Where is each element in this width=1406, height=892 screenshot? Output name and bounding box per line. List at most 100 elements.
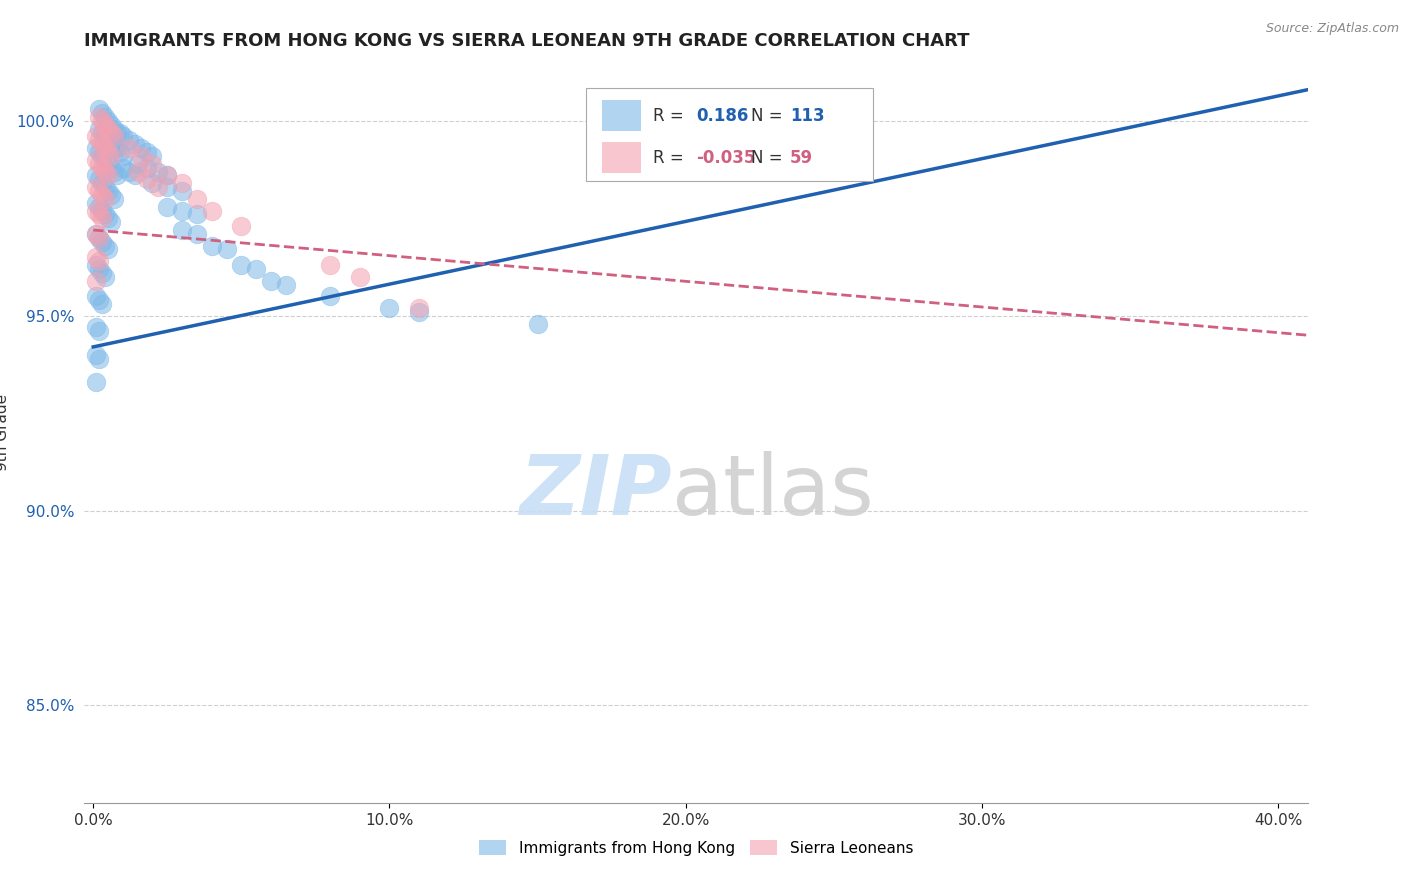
Point [186,207,208,221]
Point [94,153,117,167]
Point [186,227,208,241]
Text: R =: R = [654,150,689,168]
Point [84,129,107,144]
Point [108,126,131,140]
Point [100,137,122,152]
Point [148,180,170,194]
Point [105,126,128,140]
Point [84,227,107,241]
Point [135,161,157,175]
Point [89,184,111,198]
Point [94,180,117,194]
Point [89,231,111,245]
Point [274,277,297,292]
Text: N =: N = [751,107,787,125]
Text: Source: ZipAtlas.com: Source: ZipAtlas.com [1265,22,1399,36]
Text: atlas: atlas [672,451,873,533]
Point [408,301,430,315]
Point [91,297,114,311]
Point [100,188,122,202]
Point [135,172,157,186]
Point [100,215,122,229]
Point [89,102,111,116]
Point [105,141,128,155]
Point [84,141,107,155]
Point [94,207,117,221]
Point [172,203,194,218]
Point [97,243,120,257]
Point [141,157,163,171]
Point [378,301,401,315]
Point [91,161,114,175]
Point [84,258,107,272]
Point [91,211,114,226]
Point [127,164,149,178]
Point [84,274,107,288]
Point [100,126,122,140]
Point [84,375,107,389]
Point [91,126,114,140]
Point [127,157,149,171]
Point [84,203,107,218]
Point [148,164,170,178]
Point [118,133,141,147]
FancyBboxPatch shape [586,88,873,181]
Point [118,164,141,178]
Point [91,114,114,128]
FancyBboxPatch shape [602,100,641,131]
Point [89,172,111,186]
Point [84,180,107,194]
Point [89,200,111,214]
Point [156,180,179,194]
Point [89,262,111,277]
Point [118,141,141,155]
Point [89,121,111,136]
Point [201,203,224,218]
Point [84,320,107,334]
Text: IMMIGRANTS FROM HONG KONG VS SIERRA LEONEAN 9TH GRADE CORRELATION CHART: IMMIGRANTS FROM HONG KONG VS SIERRA LEON… [84,32,970,50]
Point [231,258,253,272]
Point [100,161,122,175]
Point [111,149,134,163]
Legend: Immigrants from Hong Kong, Sierra Leoneans: Immigrants from Hong Kong, Sierra Leonea… [472,834,920,862]
Point [172,184,194,198]
Text: 59: 59 [790,150,813,168]
Text: R =: R = [654,107,689,125]
Point [103,129,125,144]
Point [231,219,253,233]
Point [89,324,111,338]
Point [97,145,120,159]
Point [91,106,114,120]
Point [129,141,152,155]
Point [89,157,111,171]
Point [319,289,342,303]
Point [186,192,208,206]
Point [172,223,194,237]
Point [408,305,430,319]
Point [84,227,107,241]
Point [129,149,152,163]
Point [84,169,107,183]
Text: 0.186: 0.186 [696,107,748,125]
Point [89,207,111,221]
Point [94,164,117,178]
Point [349,269,371,284]
Point [108,145,131,159]
Point [94,238,117,252]
Point [89,110,111,124]
Point [91,235,114,249]
Text: -0.035: -0.035 [696,150,755,168]
Point [89,351,111,366]
Point [124,137,146,152]
Point [526,317,548,331]
Point [156,169,179,183]
Point [91,188,114,202]
Point [89,293,111,307]
Point [94,141,117,155]
Point [91,266,114,280]
Point [100,118,122,132]
Point [94,192,117,206]
Text: ZIP: ZIP [519,451,672,533]
Point [141,176,163,190]
Point [94,269,117,284]
